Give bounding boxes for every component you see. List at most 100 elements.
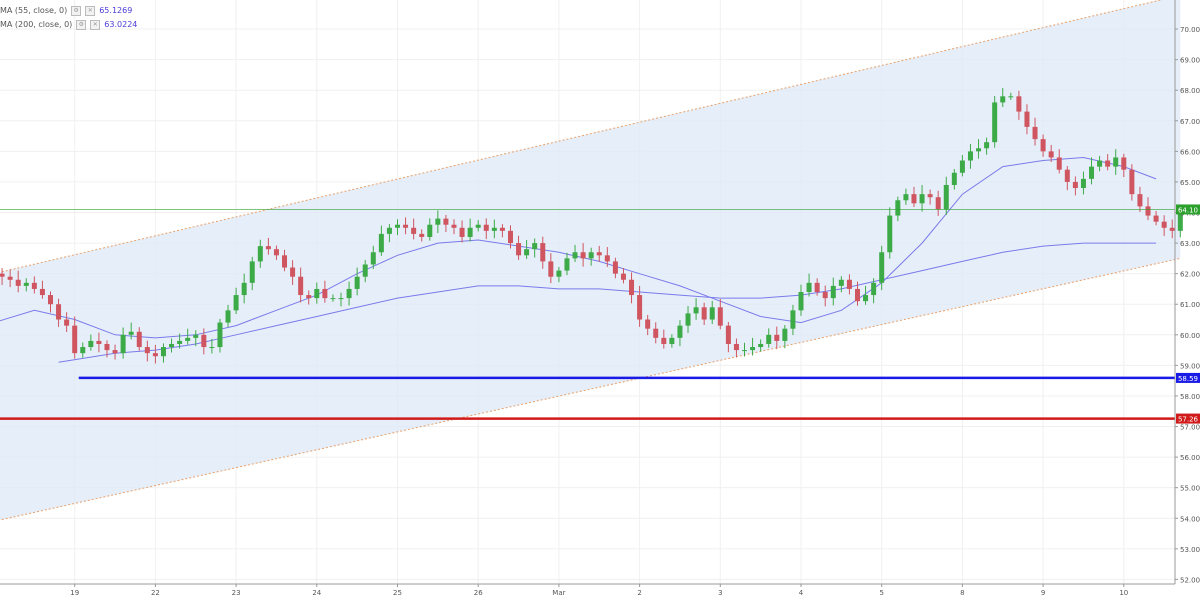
candle-body[interactable] xyxy=(1072,181,1078,189)
candle-body[interactable] xyxy=(895,200,901,216)
candle-body[interactable] xyxy=(588,252,594,259)
candle[interactable] xyxy=(209,338,215,354)
candle[interactable] xyxy=(1097,155,1103,172)
candle[interactable] xyxy=(249,256,255,291)
candle[interactable] xyxy=(976,139,982,159)
candle-body[interactable] xyxy=(104,343,110,351)
candle-body[interactable] xyxy=(814,282,820,292)
candle-body[interactable] xyxy=(112,350,118,354)
candle-body[interactable] xyxy=(96,340,102,344)
candle[interactable] xyxy=(637,285,643,327)
candle[interactable] xyxy=(1129,164,1135,201)
candle[interactable] xyxy=(177,333,183,349)
candle-body[interactable] xyxy=(1040,139,1046,152)
candle-body[interactable] xyxy=(435,218,441,225)
candle-body[interactable] xyxy=(217,322,223,348)
close-icon[interactable]: ✕ xyxy=(90,20,101,30)
close-icon[interactable]: ✕ xyxy=(85,6,96,16)
candle[interactable] xyxy=(290,260,296,285)
candle[interactable] xyxy=(895,196,901,222)
candle-body[interactable] xyxy=(443,218,449,225)
candle-body[interactable] xyxy=(169,343,175,348)
candle-body[interactable] xyxy=(177,340,183,344)
candle[interactable] xyxy=(241,273,247,304)
candle-body[interactable] xyxy=(701,307,707,320)
candle[interactable] xyxy=(887,207,893,259)
candle[interactable] xyxy=(1080,171,1086,195)
candle[interactable] xyxy=(524,240,530,259)
candle-body[interactable] xyxy=(572,252,578,259)
candle-body[interactable] xyxy=(1137,194,1143,207)
candle-body[interactable] xyxy=(637,295,643,320)
candle[interactable] xyxy=(403,217,409,235)
candle-body[interactable] xyxy=(1129,169,1135,195)
candle[interactable] xyxy=(185,328,191,345)
candle-body[interactable] xyxy=(346,288,352,299)
candle-body[interactable] xyxy=(306,295,312,299)
candle[interactable] xyxy=(80,342,86,358)
candle[interactable] xyxy=(370,245,376,270)
candle-body[interactable] xyxy=(152,353,158,357)
candle-body[interactable] xyxy=(742,350,748,352)
candle-body[interactable] xyxy=(241,282,247,296)
candle-body[interactable] xyxy=(7,276,13,280)
candle-body[interactable] xyxy=(935,197,941,210)
candle-body[interactable] xyxy=(620,273,626,280)
candle[interactable] xyxy=(959,155,965,177)
candle[interactable] xyxy=(1145,197,1151,221)
candle[interactable] xyxy=(1169,219,1175,239)
candle-body[interactable] xyxy=(838,279,844,286)
candle-body[interactable] xyxy=(298,276,304,296)
candle-body[interactable] xyxy=(1000,96,1006,103)
candle-body[interactable] xyxy=(265,246,271,250)
candle-body[interactable] xyxy=(1177,209,1183,231)
candle-body[interactable] xyxy=(507,230,513,244)
candle[interactable] xyxy=(201,328,207,355)
candle-body[interactable] xyxy=(871,282,877,296)
candle-body[interactable] xyxy=(39,288,45,296)
candle-body[interactable] xyxy=(459,227,465,237)
candle-body[interactable] xyxy=(677,325,683,338)
candle[interactable] xyxy=(863,285,869,305)
candle[interactable] xyxy=(1040,134,1046,157)
candle[interactable] xyxy=(152,344,158,364)
candle-body[interactable] xyxy=(47,295,53,305)
candle-body[interactable] xyxy=(846,279,852,289)
candle-body[interactable] xyxy=(160,347,166,357)
candle-body[interactable] xyxy=(15,279,21,286)
candle[interactable] xyxy=(645,314,651,336)
ma55-line[interactable] xyxy=(0,156,1157,339)
candle[interactable] xyxy=(838,276,844,293)
candle[interactable] xyxy=(742,342,748,357)
candle-body[interactable] xyxy=(612,261,618,274)
candle-body[interactable] xyxy=(31,282,37,289)
candle[interactable] xyxy=(298,267,304,303)
candle[interactable] xyxy=(653,322,659,344)
candle[interactable] xyxy=(943,176,949,215)
candle-body[interactable] xyxy=(976,148,982,152)
candle[interactable] xyxy=(580,243,586,267)
candle-body[interactable] xyxy=(1048,151,1054,158)
candle-body[interactable] xyxy=(491,227,497,231)
candle-body[interactable] xyxy=(790,310,796,329)
candle[interactable] xyxy=(64,312,70,333)
candle[interactable] xyxy=(596,245,602,262)
candle-body[interactable] xyxy=(822,292,828,299)
candle[interactable] xyxy=(354,267,360,296)
candle[interactable] xyxy=(330,294,336,302)
candle-body[interactable] xyxy=(661,337,667,344)
candle[interactable] xyxy=(475,220,481,232)
candle[interactable] xyxy=(1064,166,1070,191)
candle-body[interactable] xyxy=(1008,96,1014,98)
candle-body[interactable] xyxy=(556,270,562,277)
candle-body[interactable] xyxy=(144,347,150,354)
candle[interactable] xyxy=(516,235,522,260)
candle[interactable] xyxy=(257,239,263,268)
candle-body[interactable] xyxy=(467,227,473,237)
candle-body[interactable] xyxy=(290,267,296,277)
candle[interactable] xyxy=(927,189,933,205)
candle-body[interactable] xyxy=(532,243,538,250)
candle-body[interactable] xyxy=(927,194,933,198)
